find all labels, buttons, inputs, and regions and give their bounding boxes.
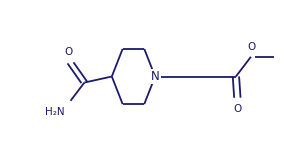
Text: O: O xyxy=(233,104,242,114)
Text: O: O xyxy=(247,42,255,52)
Text: H₂N: H₂N xyxy=(45,107,64,117)
Text: O: O xyxy=(64,47,72,57)
Text: N: N xyxy=(151,70,160,83)
